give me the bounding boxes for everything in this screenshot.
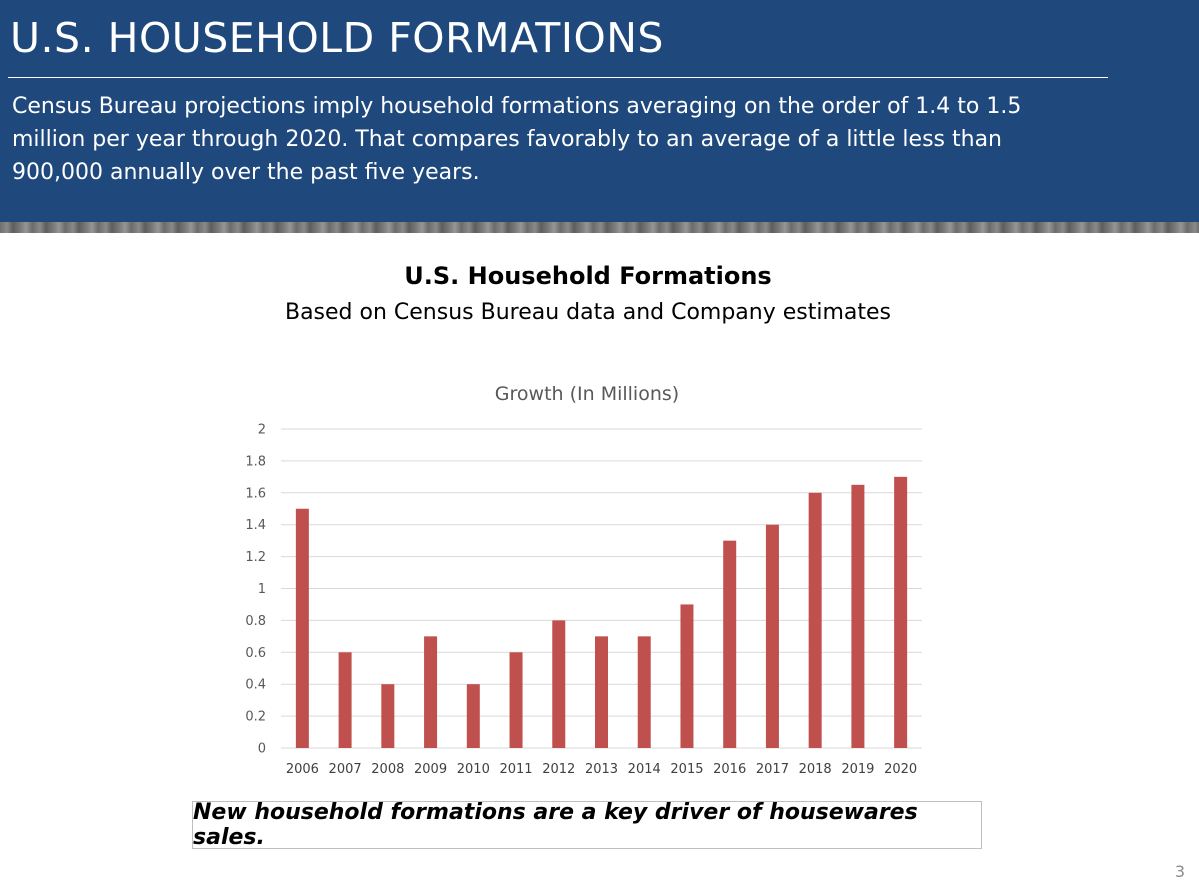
x-tick-label: 2013	[585, 762, 618, 777]
y-tick-label: 0	[258, 742, 266, 757]
bar-2018	[808, 492, 822, 748]
y-tick-label: 0.4	[245, 678, 266, 693]
x-tick-label: 2016	[713, 762, 746, 777]
x-tick-label: 2018	[799, 762, 832, 777]
x-tick-label: 2012	[542, 762, 575, 777]
y-tick-label: 1.4	[245, 518, 266, 533]
y-tick-label: 0.8	[245, 614, 266, 629]
stone-texture-strip	[0, 222, 1199, 233]
y-tick-label: 1.8	[245, 454, 266, 469]
x-tick-label: 2014	[628, 762, 661, 777]
y-tick-label: 0.6	[245, 646, 266, 661]
x-tick-label: 2015	[670, 762, 703, 777]
bar-2007	[338, 652, 352, 748]
x-axis-ticks: 2006 2007 2008 2009 2010 2011 2012 2013 2014 2015…	[286, 762, 917, 777]
bar-2010	[466, 684, 480, 748]
bar-chart: Growth (In Millions) 0 0.2 0.4 0.6 0.8 1 1.2 1.…	[245, 383, 922, 777]
x-tick-label: 2019	[841, 762, 874, 777]
bar-2008	[381, 684, 395, 748]
plot-title: Growth (In Millions)	[495, 383, 679, 405]
y-tick-label: 1.2	[245, 550, 266, 565]
bar-2015	[680, 604, 694, 748]
x-tick-label: 2010	[457, 762, 490, 777]
y-tick-label: 1.6	[245, 486, 266, 501]
callout-box: New household formations are a key drive…	[192, 800, 982, 850]
bar-2013	[595, 636, 608, 748]
bars	[295, 476, 908, 748]
header-banner: U.S. HOUSEHOLD FORMATIONS Census Bureau …	[0, 0, 1199, 222]
x-tick-label: 2007	[329, 762, 362, 777]
x-tick-label: 2006	[286, 762, 319, 777]
bar-2019	[851, 484, 865, 748]
chart-heading: U.S. Household Formations	[404, 262, 772, 290]
y-tick-label: 2	[258, 423, 266, 438]
bar-2006	[295, 508, 309, 748]
page-title: U.S. HOUSEHOLD FORMATIONS	[10, 14, 664, 62]
y-tick-label: 1	[258, 582, 266, 597]
bar-2009	[424, 636, 438, 748]
chart-subheading: Based on Census Bureau data and Company …	[284, 300, 892, 325]
y-tick-label: 0.2	[245, 710, 266, 725]
bar-2017	[765, 524, 779, 748]
bar-2012	[552, 620, 566, 748]
x-tick-label: 2011	[499, 762, 532, 777]
header-divider	[8, 77, 1108, 78]
callout-text: New household formations are a key drive…	[193, 800, 918, 850]
x-tick-label: 2020	[884, 762, 917, 777]
x-tick-label: 2017	[756, 762, 789, 777]
x-tick-label: 2008	[371, 762, 404, 777]
intro-text: Census Bureau projections imply househol…	[12, 94, 1022, 185]
bar-2020	[894, 476, 908, 748]
y-axis-ticks: 0 0.2 0.4 0.6 0.8 1 1.2 1.4 1.6 1.8 2	[245, 423, 266, 757]
bar-2014	[637, 636, 651, 748]
x-tick-label: 2009	[414, 762, 447, 777]
page-number: 3	[1174, 862, 1185, 881]
bar-2016	[723, 540, 737, 748]
bar-2011	[509, 652, 523, 748]
